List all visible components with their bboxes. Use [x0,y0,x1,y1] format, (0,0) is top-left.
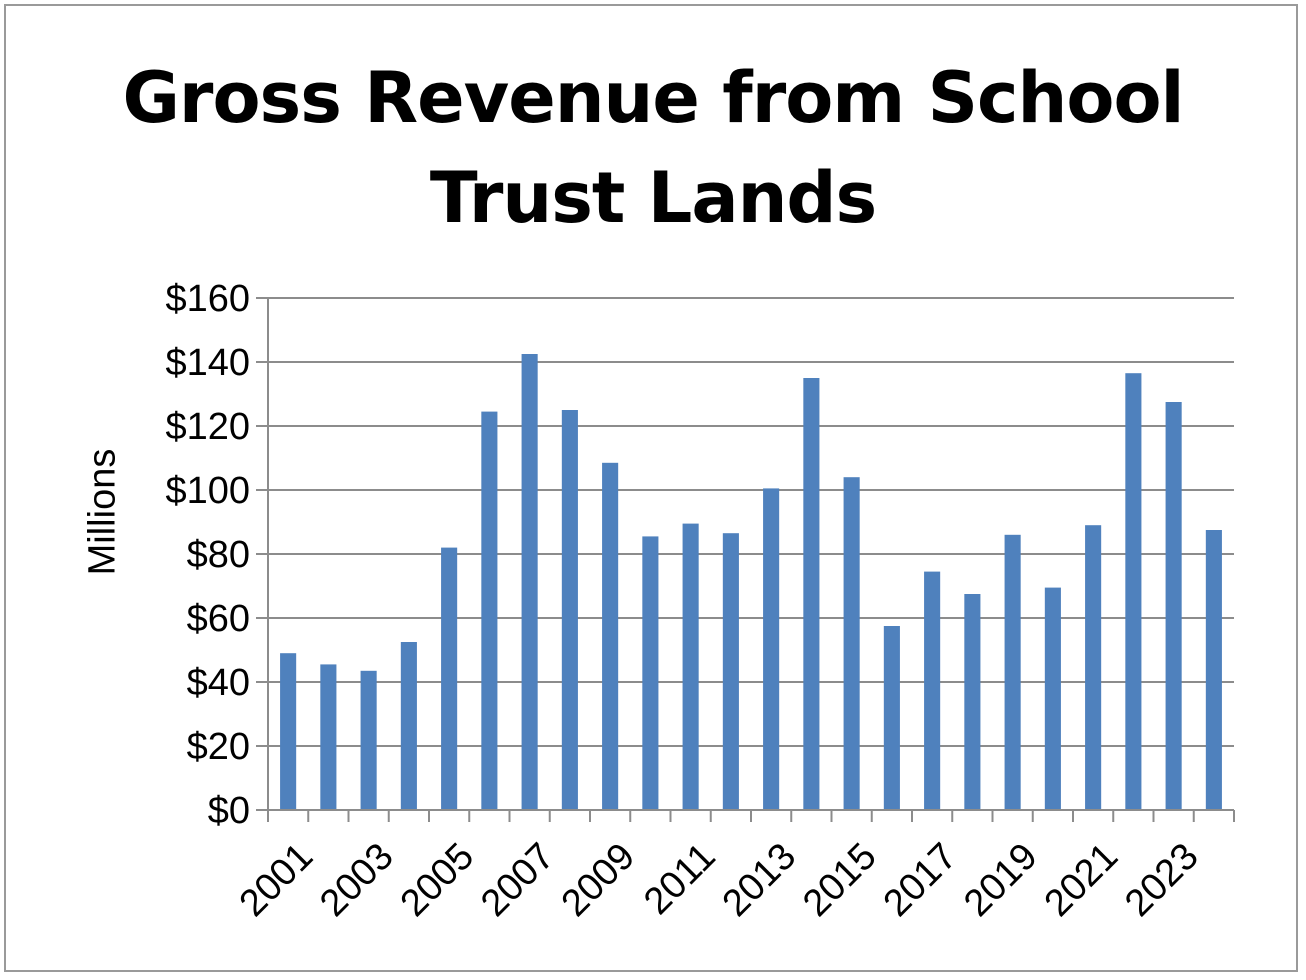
bar-2008 [561,410,578,810]
x-tick-label: 2013 [715,835,804,924]
bar-2015 [843,477,860,810]
x-tick-label: 2009 [554,835,643,924]
x-tick-label: 2007 [473,835,562,924]
bar-2006 [481,411,498,810]
bar-2020 [1044,587,1061,810]
y-tick-label: $160 [165,278,250,320]
bar-2011 [682,523,699,810]
y-tick-label: $60 [187,598,250,640]
y-tick-label: $120 [165,406,250,448]
bar-2021 [1085,525,1102,810]
bar-2019 [1004,534,1021,810]
bar-2001 [280,653,297,810]
bar-2018 [964,594,981,810]
x-tick-labels: 2001200320052007200920112013201520172019… [232,835,1207,924]
chart-title: Gross Revenue from School Trust Lands [0,48,1306,248]
y-tick-labels: $0 $20 $40 $60 $80 $100 $120 $140 $160 [165,278,250,832]
bar-2017 [924,571,941,810]
x-tick-label: 2001 [232,835,321,924]
axes [256,297,1235,822]
y-tick-label: $40 [187,662,250,704]
bar-2004 [400,642,417,810]
bar-2022 [1125,373,1142,810]
bar-2012 [722,533,739,810]
bar-2005 [441,547,458,810]
y-tick-label: $100 [165,470,250,512]
bar-2002 [320,664,337,810]
x-tick-label: 2011 [636,835,723,922]
x-tick-label: 2015 [795,835,884,924]
bar-2003 [360,670,377,810]
gridlines [268,297,1234,747]
y-tick-label: $20 [187,726,250,768]
x-tick-label: 2019 [956,835,1045,924]
chart-title-line-2: Trust Lands [429,157,877,239]
y-tick-label: $80 [187,534,250,576]
chart-title-line-1: Gross Revenue from School [122,57,1184,139]
bar-2016 [883,626,900,810]
y-tick-label: $140 [165,342,250,384]
y-tick-label: $0 [208,790,250,832]
bar-2013 [763,488,780,810]
x-tick-label: 2021 [1037,835,1126,924]
bar-2007 [521,354,538,810]
bar-2009 [602,462,619,810]
x-tick-label: 2003 [312,835,401,924]
bar-2024 [1205,530,1222,810]
bar-2023 [1165,402,1182,810]
x-tick-label: 2017 [876,835,965,924]
bars [280,354,1222,810]
bar-2014 [803,378,820,810]
x-tick-label: 2005 [393,835,482,924]
x-tick-label: 2023 [1117,835,1206,924]
bar-2010 [642,536,659,810]
